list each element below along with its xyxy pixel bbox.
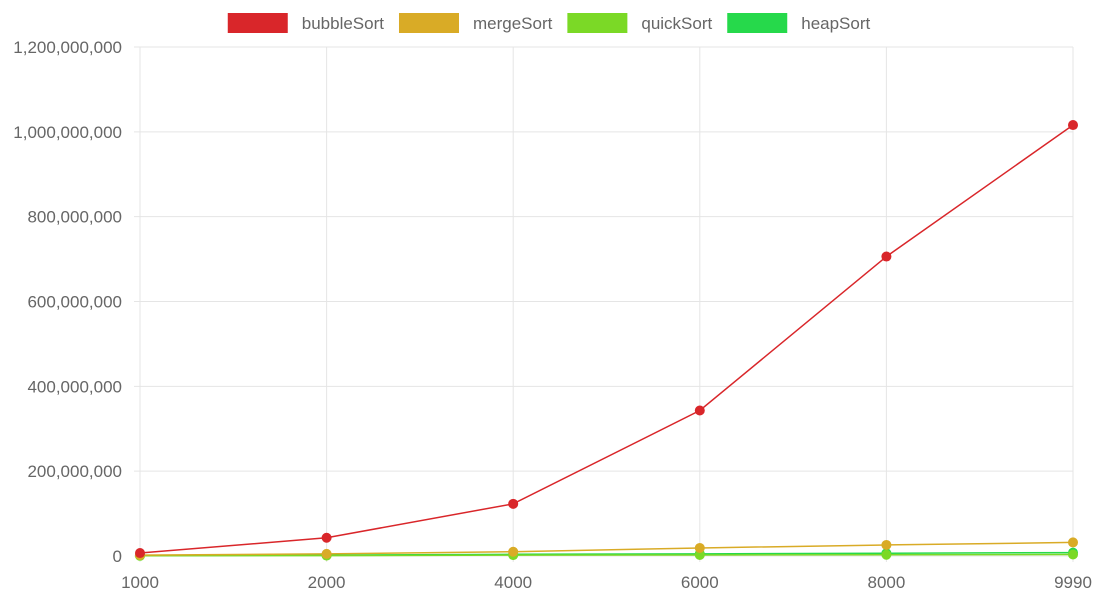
y-tick-label: 200,000,000 xyxy=(27,462,122,481)
legend-label: quickSort xyxy=(641,14,712,33)
grid xyxy=(134,46,1074,562)
plot-area xyxy=(135,120,1078,561)
legend-label: heapSort xyxy=(801,14,870,33)
data-point xyxy=(881,539,892,550)
series-line xyxy=(139,124,1074,554)
legend-swatch xyxy=(398,13,459,33)
legend-item[interactable]: quickSort xyxy=(567,13,713,33)
legend-item[interactable]: mergeSort xyxy=(398,13,553,33)
data-point xyxy=(694,542,705,553)
data-point xyxy=(1068,549,1078,560)
y-axis: 0 200,000,000 400,000,000 600,000,000 800,00… xyxy=(13,38,122,566)
data-point xyxy=(1068,537,1078,548)
legend-swatch xyxy=(567,13,628,33)
legend-swatch xyxy=(727,13,788,33)
legend-item[interactable]: heapSort xyxy=(727,13,871,33)
x-tick-label: 2000 xyxy=(308,573,346,592)
y-tick-label: 1,000,000,000 xyxy=(13,123,122,142)
data-point xyxy=(881,251,892,262)
series-line xyxy=(139,541,1074,556)
series-quickSort xyxy=(135,549,1078,561)
x-tick-label: 4000 xyxy=(494,573,532,592)
data-point xyxy=(508,546,519,557)
data-point xyxy=(508,498,519,509)
legend: bubbleSort mergeSort quickSort heapSort xyxy=(227,13,871,33)
series-mergeSort xyxy=(135,537,1078,561)
series-bubbleSort xyxy=(135,120,1078,559)
legend-label: mergeSort xyxy=(473,14,553,33)
x-tick-label: 1000 xyxy=(121,573,159,592)
y-tick-label: 400,000,000 xyxy=(27,377,122,396)
data-point xyxy=(321,532,332,543)
y-tick-label: 800,000,000 xyxy=(27,208,122,227)
data-point xyxy=(321,548,332,559)
data-point xyxy=(694,549,705,560)
data-point xyxy=(135,548,145,559)
x-axis: 1000 2000 4000 6000 8000 9990 xyxy=(121,573,1092,592)
legend-swatch xyxy=(227,13,288,33)
legend-item[interactable]: bubbleSort xyxy=(227,13,385,33)
data-point xyxy=(694,405,705,416)
x-tick-label: 6000 xyxy=(681,573,719,592)
data-point xyxy=(881,549,892,560)
data-point xyxy=(1068,120,1078,131)
series-line xyxy=(139,553,1074,557)
y-tick-label: 600,000,000 xyxy=(27,293,122,312)
x-tick-label: 8000 xyxy=(867,573,905,592)
legend-label: bubbleSort xyxy=(302,14,385,33)
y-tick-label: 1,200,000,000 xyxy=(13,38,122,57)
y-tick-label: 0 xyxy=(113,547,122,566)
x-tick-label: 9990 xyxy=(1054,573,1092,592)
